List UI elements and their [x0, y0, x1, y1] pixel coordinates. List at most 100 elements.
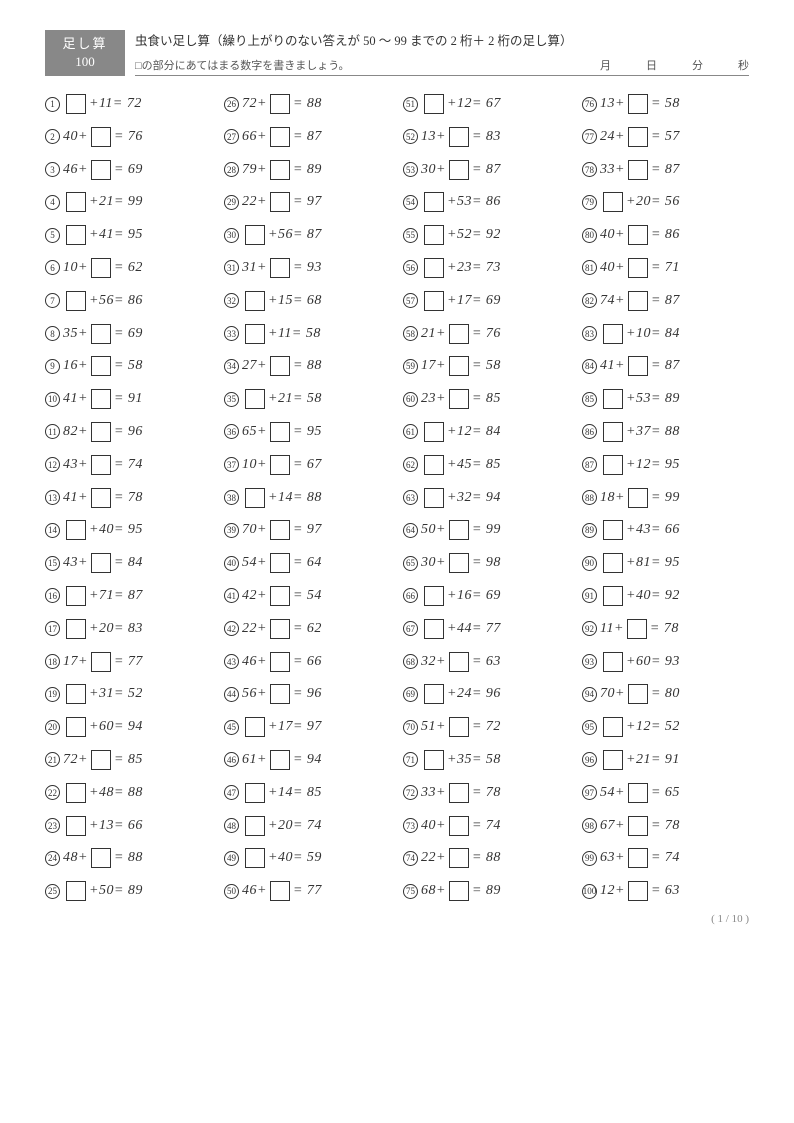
answer-box[interactable] — [424, 192, 444, 212]
answer-box[interactable] — [270, 422, 290, 442]
answer-box[interactable] — [66, 192, 86, 212]
answer-box[interactable] — [603, 553, 623, 573]
answer-box[interactable] — [449, 816, 469, 836]
answer-box[interactable] — [270, 356, 290, 376]
answer-box[interactable] — [424, 488, 444, 508]
answer-box[interactable] — [91, 652, 111, 672]
answer-box[interactable] — [628, 225, 648, 245]
answer-box[interactable] — [628, 783, 648, 803]
answer-box[interactable] — [66, 291, 86, 311]
answer-box[interactable] — [449, 324, 469, 344]
answer-box[interactable] — [424, 586, 444, 606]
answer-box[interactable] — [270, 652, 290, 672]
answer-box[interactable] — [424, 684, 444, 704]
answer-box[interactable] — [270, 127, 290, 147]
answer-box[interactable] — [449, 356, 469, 376]
answer-box[interactable] — [628, 94, 648, 114]
answer-box[interactable] — [603, 717, 623, 737]
answer-box[interactable] — [245, 389, 265, 409]
answer-box[interactable] — [245, 225, 265, 245]
answer-box[interactable] — [603, 520, 623, 540]
answer-box[interactable] — [603, 455, 623, 475]
answer-box[interactable] — [424, 291, 444, 311]
answer-box[interactable] — [449, 160, 469, 180]
answer-box[interactable] — [245, 324, 265, 344]
answer-box[interactable] — [66, 881, 86, 901]
answer-box[interactable] — [603, 192, 623, 212]
answer-box[interactable] — [66, 684, 86, 704]
answer-box[interactable] — [91, 258, 111, 278]
answer-box[interactable] — [603, 586, 623, 606]
answer-box[interactable] — [66, 783, 86, 803]
answer-box[interactable] — [449, 389, 469, 409]
answer-box[interactable] — [628, 488, 648, 508]
answer-box[interactable] — [424, 94, 444, 114]
answer-box[interactable] — [91, 848, 111, 868]
answer-box[interactable] — [91, 750, 111, 770]
answer-box[interactable] — [628, 881, 648, 901]
answer-box[interactable] — [424, 750, 444, 770]
answer-box[interactable] — [91, 324, 111, 344]
answer-box[interactable] — [603, 652, 623, 672]
answer-box[interactable] — [91, 553, 111, 573]
answer-box[interactable] — [449, 127, 469, 147]
answer-box[interactable] — [270, 520, 290, 540]
answer-box[interactable] — [270, 455, 290, 475]
answer-box[interactable] — [270, 258, 290, 278]
answer-box[interactable] — [245, 783, 265, 803]
answer-box[interactable] — [603, 389, 623, 409]
answer-box[interactable] — [66, 717, 86, 737]
answer-box[interactable] — [245, 717, 265, 737]
answer-box[interactable] — [66, 225, 86, 245]
answer-box[interactable] — [270, 94, 290, 114]
answer-box[interactable] — [91, 127, 111, 147]
answer-box[interactable] — [628, 258, 648, 278]
answer-box[interactable] — [270, 192, 290, 212]
answer-box[interactable] — [270, 881, 290, 901]
answer-box[interactable] — [449, 783, 469, 803]
answer-box[interactable] — [449, 848, 469, 868]
answer-box[interactable] — [66, 520, 86, 540]
answer-box[interactable] — [449, 520, 469, 540]
answer-box[interactable] — [270, 750, 290, 770]
answer-box[interactable] — [270, 619, 290, 639]
answer-box[interactable] — [66, 94, 86, 114]
answer-box[interactable] — [603, 750, 623, 770]
answer-box[interactable] — [424, 619, 444, 639]
answer-box[interactable] — [66, 619, 86, 639]
answer-box[interactable] — [449, 881, 469, 901]
answer-box[interactable] — [628, 160, 648, 180]
answer-box[interactable] — [603, 324, 623, 344]
answer-box[interactable] — [91, 356, 111, 376]
answer-box[interactable] — [91, 488, 111, 508]
answer-box[interactable] — [91, 160, 111, 180]
answer-box[interactable] — [449, 717, 469, 737]
answer-box[interactable] — [449, 553, 469, 573]
answer-box[interactable] — [270, 553, 290, 573]
answer-box[interactable] — [270, 160, 290, 180]
answer-box[interactable] — [91, 389, 111, 409]
answer-box[interactable] — [449, 652, 469, 672]
answer-box[interactable] — [628, 848, 648, 868]
answer-box[interactable] — [270, 586, 290, 606]
answer-box[interactable] — [628, 684, 648, 704]
answer-box[interactable] — [245, 488, 265, 508]
answer-box[interactable] — [627, 619, 647, 639]
answer-box[interactable] — [628, 816, 648, 836]
answer-box[interactable] — [424, 225, 444, 245]
answer-box[interactable] — [245, 816, 265, 836]
answer-box[interactable] — [245, 848, 265, 868]
answer-box[interactable] — [424, 258, 444, 278]
answer-box[interactable] — [66, 586, 86, 606]
answer-box[interactable] — [628, 291, 648, 311]
answer-box[interactable] — [424, 422, 444, 442]
answer-box[interactable] — [270, 684, 290, 704]
answer-box[interactable] — [628, 356, 648, 376]
answer-box[interactable] — [424, 455, 444, 475]
answer-box[interactable] — [66, 816, 86, 836]
answer-box[interactable] — [603, 422, 623, 442]
answer-box[interactable] — [628, 127, 648, 147]
answer-box[interactable] — [91, 455, 111, 475]
answer-box[interactable] — [245, 291, 265, 311]
answer-box[interactable] — [91, 422, 111, 442]
